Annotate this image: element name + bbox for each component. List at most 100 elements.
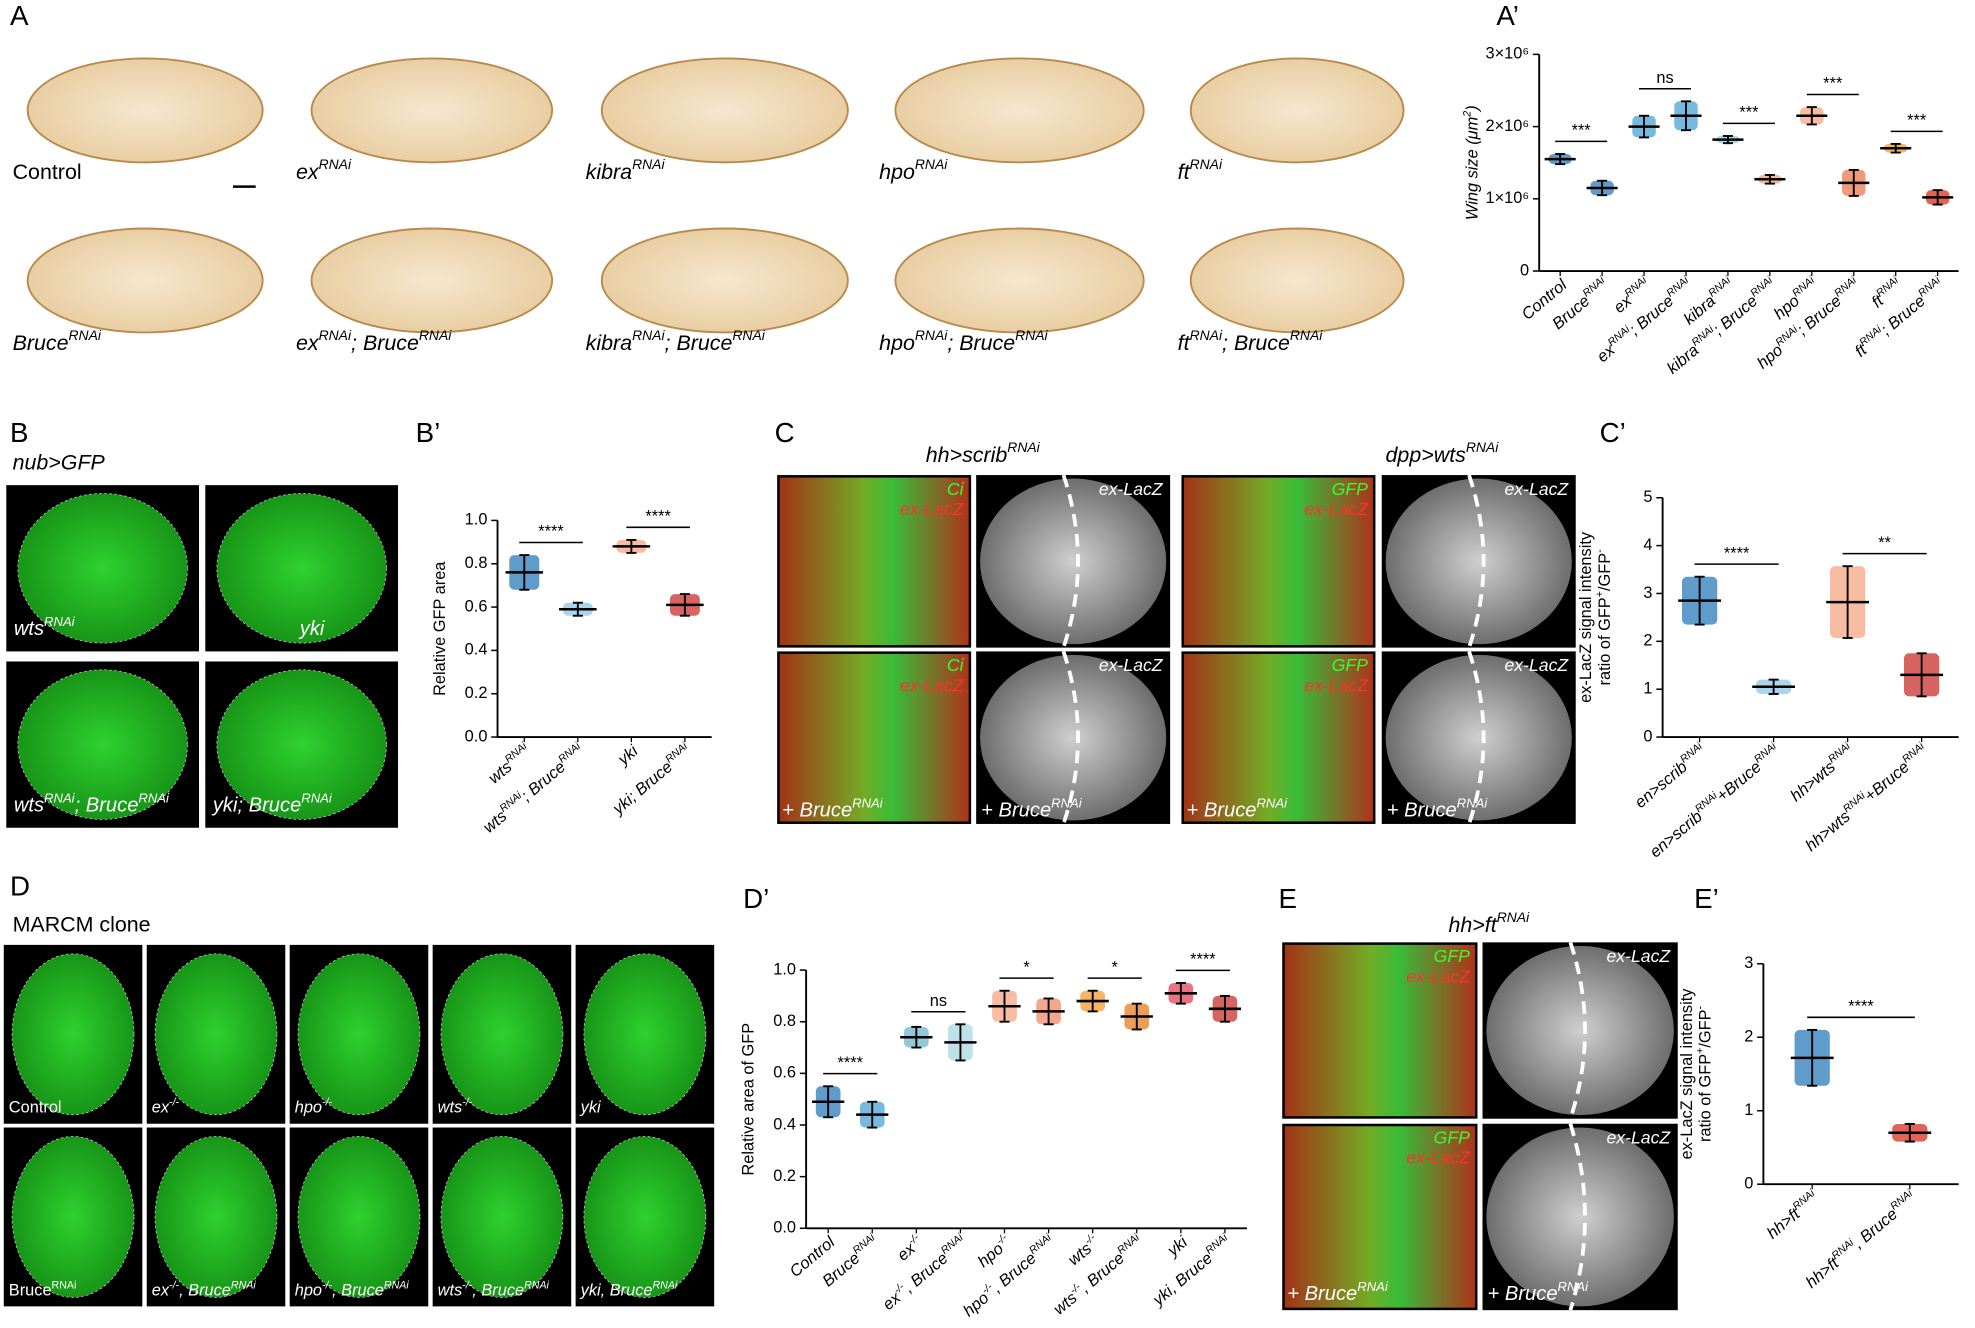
x-tick-label-part: RNAi — [1832, 274, 1859, 300]
x-tick-label: hh>wtsRNAi — [1786, 740, 1859, 806]
y-axis-label-part: ratio of GFP — [1596, 597, 1614, 685]
image-label-part: RNAi — [652, 1279, 677, 1291]
disc — [1183, 477, 1373, 646]
panel-title-part: RNAi — [1007, 439, 1040, 455]
x-tick-label-part: , Bruce — [1850, 1205, 1901, 1252]
image-label: ex-/- — [152, 1096, 180, 1117]
channel-label: GFP — [1332, 655, 1368, 675]
image-label-part: RNAi — [632, 327, 665, 343]
image-label-part: RNAi — [52, 1279, 77, 1291]
disc — [297, 953, 421, 1116]
x-tick-label: ex-/-, BruceRNAi — [878, 1231, 971, 1314]
disc — [1486, 945, 1674, 1116]
significance-label: * — [1112, 958, 1119, 976]
x-tick-label-part: RNAi — [556, 740, 583, 766]
image-label-part: , Bruce — [179, 1282, 231, 1300]
image-label-part: RNAi — [915, 327, 948, 343]
disc — [297, 1136, 421, 1298]
image-label-part: ; Bruce — [75, 795, 139, 817]
wing — [26, 57, 264, 164]
image-label-part: RNAi — [1190, 327, 1223, 343]
channel-label: ex-LacZ — [1504, 655, 1569, 675]
image-caption-part: + Bruce — [782, 800, 852, 822]
y-axis-label-part: ) — [1464, 105, 1482, 112]
panel-title-part: RNAi — [1497, 909, 1530, 925]
x-tick-label: ftRNAi; BruceRNAi — [1850, 274, 1948, 361]
image-label-part: kibra — [586, 331, 632, 355]
image-label-part: RNAi — [69, 327, 102, 343]
image-label: Control — [13, 159, 82, 183]
image-label: ftRNAi; BruceRNAi — [1178, 327, 1324, 355]
x-tick-label-part: RNAi — [1115, 1231, 1142, 1257]
y-axis-label: Wing size (μm2) — [1462, 105, 1483, 220]
image-caption: + BruceRNAi — [1287, 1279, 1389, 1305]
wing — [600, 57, 849, 164]
image-label: Control — [9, 1099, 62, 1117]
image-label-part: , Bruce — [332, 1282, 384, 1300]
disc — [440, 953, 564, 1116]
x-tick-label: yki — [614, 742, 642, 770]
x-tick-label-part: RNAi — [1203, 1231, 1230, 1257]
image-label: BruceRNAi — [9, 1279, 77, 1300]
significance-label: * — [1023, 958, 1030, 976]
disc — [11, 1136, 135, 1298]
disc — [17, 669, 188, 820]
panel-title: hh>scribRNAi — [926, 439, 1041, 467]
significance-label: **** — [837, 1054, 863, 1072]
image-label: hpo-/-, BruceRNAi — [295, 1279, 410, 1300]
panel-label: D — [10, 871, 30, 902]
y-axis-label-part: Relative area of GFP — [740, 1023, 758, 1176]
y-axis-label-part: ratio of GFP — [1697, 1054, 1715, 1142]
y-axis-label-part: + — [1695, 1048, 1707, 1054]
y-tick-label: 0.8 — [465, 554, 488, 572]
x-tick-label-part: RNAi — [1027, 1231, 1054, 1257]
image-label-part: RNAi — [524, 1279, 549, 1291]
boundary — [1061, 650, 1080, 825]
image-label: yki — [298, 618, 325, 640]
x-tick-label: hpo-/-, BruceRNAi — [959, 1231, 1060, 1320]
image-label-part: RNAi — [384, 1279, 409, 1291]
panel-label: A’ — [1496, 0, 1519, 31]
y-axis-label-part: /GFP — [1596, 553, 1614, 591]
image-label-part: hpo — [295, 1282, 322, 1300]
image-label-part: yki — [298, 618, 325, 640]
y-axis-label-part: - — [1695, 1005, 1707, 1009]
x-tick-label-part: RNAi — [1874, 274, 1901, 300]
y-tick-label: 2×10⁶ — [1486, 117, 1530, 135]
image-label-part: Control — [9, 1099, 62, 1117]
x-tick-label: yki — [1164, 1233, 1192, 1261]
image-label-part: ; Bruce — [351, 331, 419, 355]
disc — [17, 493, 188, 644]
image-label-part: RNAi — [138, 790, 170, 805]
significance-label: ** — [1878, 534, 1891, 552]
channel-label: ex-LacZ — [1406, 1148, 1471, 1168]
x-tick-label-part: RNAi — [850, 1231, 877, 1257]
y-tick-label: 1.0 — [465, 511, 488, 529]
panel-label: C — [775, 417, 795, 448]
y-axis-label-part: Relative GFP area — [431, 561, 449, 696]
image-label: yki, BruceRNAi — [580, 1279, 678, 1300]
image-label: exRNAi; BruceRNAi — [296, 327, 452, 355]
image-caption-part: RNAi — [1558, 1279, 1590, 1294]
x-tick-label-part: en>scrib — [1632, 758, 1691, 812]
image-label: hpoRNAi; BruceRNAi — [879, 327, 1048, 355]
y-tick-label: 0.8 — [773, 1012, 796, 1030]
boundary — [1568, 941, 1587, 1120]
image-label-part: ex — [152, 1282, 170, 1300]
image-label-part: ex — [152, 1099, 170, 1117]
image-label: wts-/-, BruceRNAi — [438, 1279, 550, 1300]
panel-title-part: RNAi — [1466, 439, 1499, 455]
x-tick-label-part: hh>wts — [1787, 758, 1839, 805]
image-caption-part: + Bruce — [1287, 1283, 1357, 1305]
image-label-part: , Bruce — [472, 1282, 524, 1300]
disc — [440, 1136, 564, 1298]
y-tick-label: 0.6 — [773, 1064, 796, 1082]
image-label-part: yki, Bruce — [580, 1282, 653, 1300]
image-label-part: Bruce — [9, 1282, 52, 1300]
image-caption-part: RNAi — [1051, 795, 1083, 810]
image-label: wts-/- — [438, 1096, 473, 1117]
image-label-part: wts — [14, 795, 44, 817]
y-tick-label: 3 — [1643, 584, 1652, 602]
boundary — [1467, 650, 1486, 825]
